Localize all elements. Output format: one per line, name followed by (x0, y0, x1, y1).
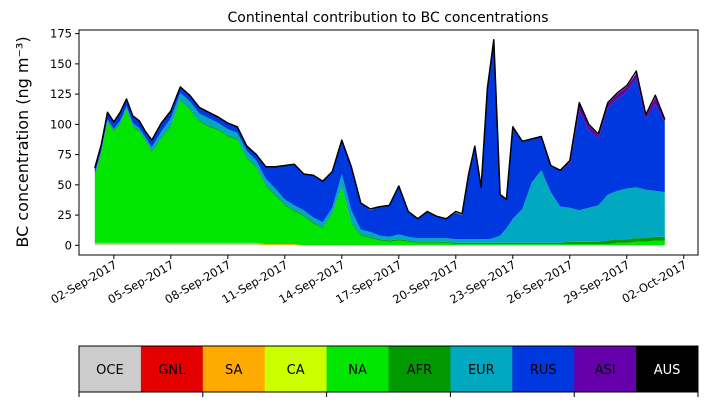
plot-frame (78, 29, 699, 256)
y-tick-label: 100 (50, 117, 72, 131)
legend-label-rus: RUS (530, 363, 557, 378)
legend-label-eur: EUR (468, 363, 495, 378)
stacked-areas (94, 39, 665, 246)
y-tick-label: 0 (65, 238, 72, 252)
legend-swatch-gnl (140, 346, 204, 392)
total-line-layer (94, 38, 666, 220)
legend-label-sa: SA (225, 363, 242, 378)
y-tick-label: 125 (50, 87, 72, 101)
legend-swatch-ca (264, 346, 328, 392)
legend-label-oce: OCE (96, 363, 124, 378)
legend-label-gnl: GNL (158, 363, 186, 378)
legend-swatch-oce (79, 346, 142, 392)
x-axis-ticks: 02-Sep-201705-Sep-201708-Sep-201711-Sep-… (48, 255, 689, 307)
legend-swatch-na (326, 346, 389, 392)
y-tick-label: 175 (50, 27, 72, 41)
area-oce (94, 244, 665, 246)
legend-swatch-eur (450, 346, 513, 392)
legend-label-afr: AFR (407, 363, 432, 378)
y-tick-label: 75 (57, 148, 72, 162)
legend-colorbar: OCE GNL SA CA NA AFR EUR RUS ASI AUS (78, 345, 699, 397)
legend-swatch-rus (512, 346, 575, 392)
total-line (94, 38, 666, 220)
legend-label-asi: ASI (595, 363, 616, 378)
legend-swatch-asi (574, 346, 637, 392)
area-na (94, 100, 665, 246)
y-axis-ticks: 0 25 50 75 100 125 150 175 (50, 27, 79, 252)
y-tick-label: 150 (50, 57, 72, 71)
legend-label-aus: AUS (654, 363, 681, 378)
chart-title: Continental contribution to BC concentra… (227, 10, 548, 26)
legend-frame (78, 345, 699, 393)
legend-swatch-afr (388, 346, 451, 392)
x-tick-label: 02-Oct-2017 (620, 257, 690, 305)
area-rus (94, 39, 665, 240)
legend-swatch-aus (636, 346, 699, 392)
area-sa (94, 242, 665, 246)
y-axis-label: BC concentration (ng m⁻³) (13, 36, 32, 247)
area-eur (94, 92, 665, 243)
y-tick-label: 50 (57, 178, 72, 192)
y-tick-label: 25 (57, 208, 72, 222)
legend-label-ca: CA (287, 363, 305, 378)
legend-swatch-sa (202, 346, 266, 392)
legend-label-na: NA (348, 363, 367, 378)
